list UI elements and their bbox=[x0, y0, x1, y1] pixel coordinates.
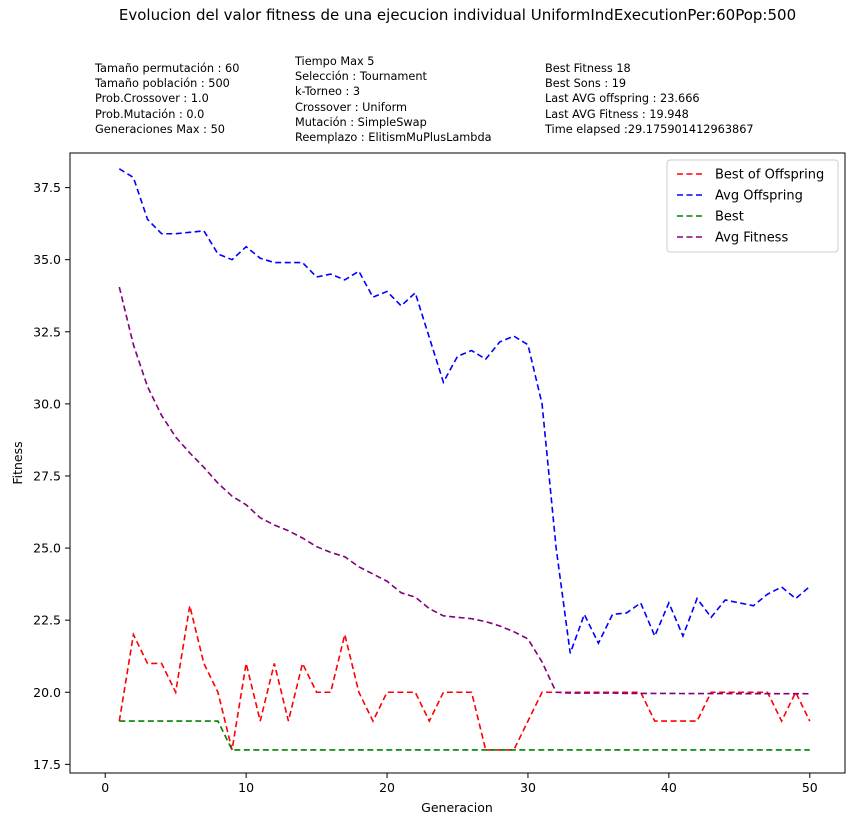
series-line-avg-offspring bbox=[118, 168, 811, 654]
info-line: Best Fitness 18 bbox=[545, 62, 631, 75]
info-line: Generaciones Max : 50 bbox=[95, 122, 225, 136]
info-line: Reemplazo : ElitismMuPlusLambda bbox=[295, 131, 492, 145]
info-line: Last AVG offspring : 23.666 bbox=[545, 92, 700, 106]
y-tick-label: 20.0 bbox=[33, 685, 61, 700]
plot-area bbox=[69, 152, 846, 774]
y-tick-label: 22.5 bbox=[33, 613, 61, 628]
info-block-parameters: Tamaño permutación : 60 Tamaño población … bbox=[95, 61, 239, 137]
info-line: Time elapsed :29.175901412963867 bbox=[545, 122, 754, 136]
y-tick-label: 30.0 bbox=[33, 396, 61, 411]
info-block-operators: Tiempo Max 5 Selección : Tournament k-Torn… bbox=[295, 54, 492, 145]
x-axis-ticks: 0 10 20 30 40 50 bbox=[101, 773, 818, 795]
info-line: Tiempo Max 5 bbox=[295, 55, 375, 68]
series-line-best-of-offspring bbox=[118, 605, 811, 751]
series-lines bbox=[118, 168, 811, 751]
series-line-best bbox=[119, 720, 810, 751]
info-line: Tamaño permutación : 60 bbox=[95, 62, 240, 75]
info-line: Last AVG Fitness : 19.948 bbox=[545, 107, 689, 121]
y-tick-label: 37.5 bbox=[33, 180, 61, 195]
y-axis-title: Fitness bbox=[10, 441, 25, 484]
x-tick-label: 20 bbox=[379, 780, 395, 795]
y-tick-label: 32.5 bbox=[33, 324, 61, 339]
y-tick-label: 17.5 bbox=[33, 757, 61, 772]
info-line: Prob.Crossover : 1.0 bbox=[95, 92, 209, 106]
y-tick-label: 35.0 bbox=[33, 252, 61, 267]
legend-label: Avg Fitness bbox=[715, 231, 788, 246]
info-line: Best Sons : 19 bbox=[545, 77, 627, 91]
x-tick-label: 10 bbox=[238, 780, 254, 795]
x-tick-label: 0 bbox=[101, 780, 109, 795]
legend-label: Best of Offspring bbox=[715, 168, 824, 183]
info-line: Crossover : Uniform bbox=[295, 100, 408, 114]
legend-label: Avg Offspring bbox=[715, 189, 803, 204]
y-tick-label: 27.5 bbox=[33, 468, 61, 483]
chart-title: Evolucion del valor fitness de una ejecu… bbox=[118, 6, 797, 24]
series-line-avg-fitness bbox=[118, 286, 810, 695]
info-line: k-Torneo : 3 bbox=[295, 85, 361, 99]
legend-label: Best bbox=[715, 210, 744, 225]
info-line: Selección : Tournament bbox=[295, 70, 427, 84]
legend-frame bbox=[666, 159, 839, 253]
y-tick-label: 25.0 bbox=[33, 541, 61, 556]
x-tick-label: 50 bbox=[802, 780, 818, 795]
y-axis-ticks: 17.5 20.0 22.5 25.0 27.5 30.0 32.5 35.0 37.5 bbox=[33, 180, 70, 772]
info-line: Mutación : SimpleSwap bbox=[295, 115, 427, 129]
info-block-results: Best Fitness 18 Best Sons : 19 Last AVG of… bbox=[545, 61, 754, 137]
info-line: Tamaño población : 500 bbox=[95, 77, 230, 91]
info-line: Prob.Mutación : 0.0 bbox=[95, 107, 205, 121]
x-tick-label: 40 bbox=[661, 780, 677, 795]
x-axis-title: Generacion bbox=[421, 800, 493, 815]
x-tick-label: 30 bbox=[520, 780, 536, 795]
legend: Best of Offspring Avg Offspring Best Avg Fi… bbox=[666, 159, 839, 253]
